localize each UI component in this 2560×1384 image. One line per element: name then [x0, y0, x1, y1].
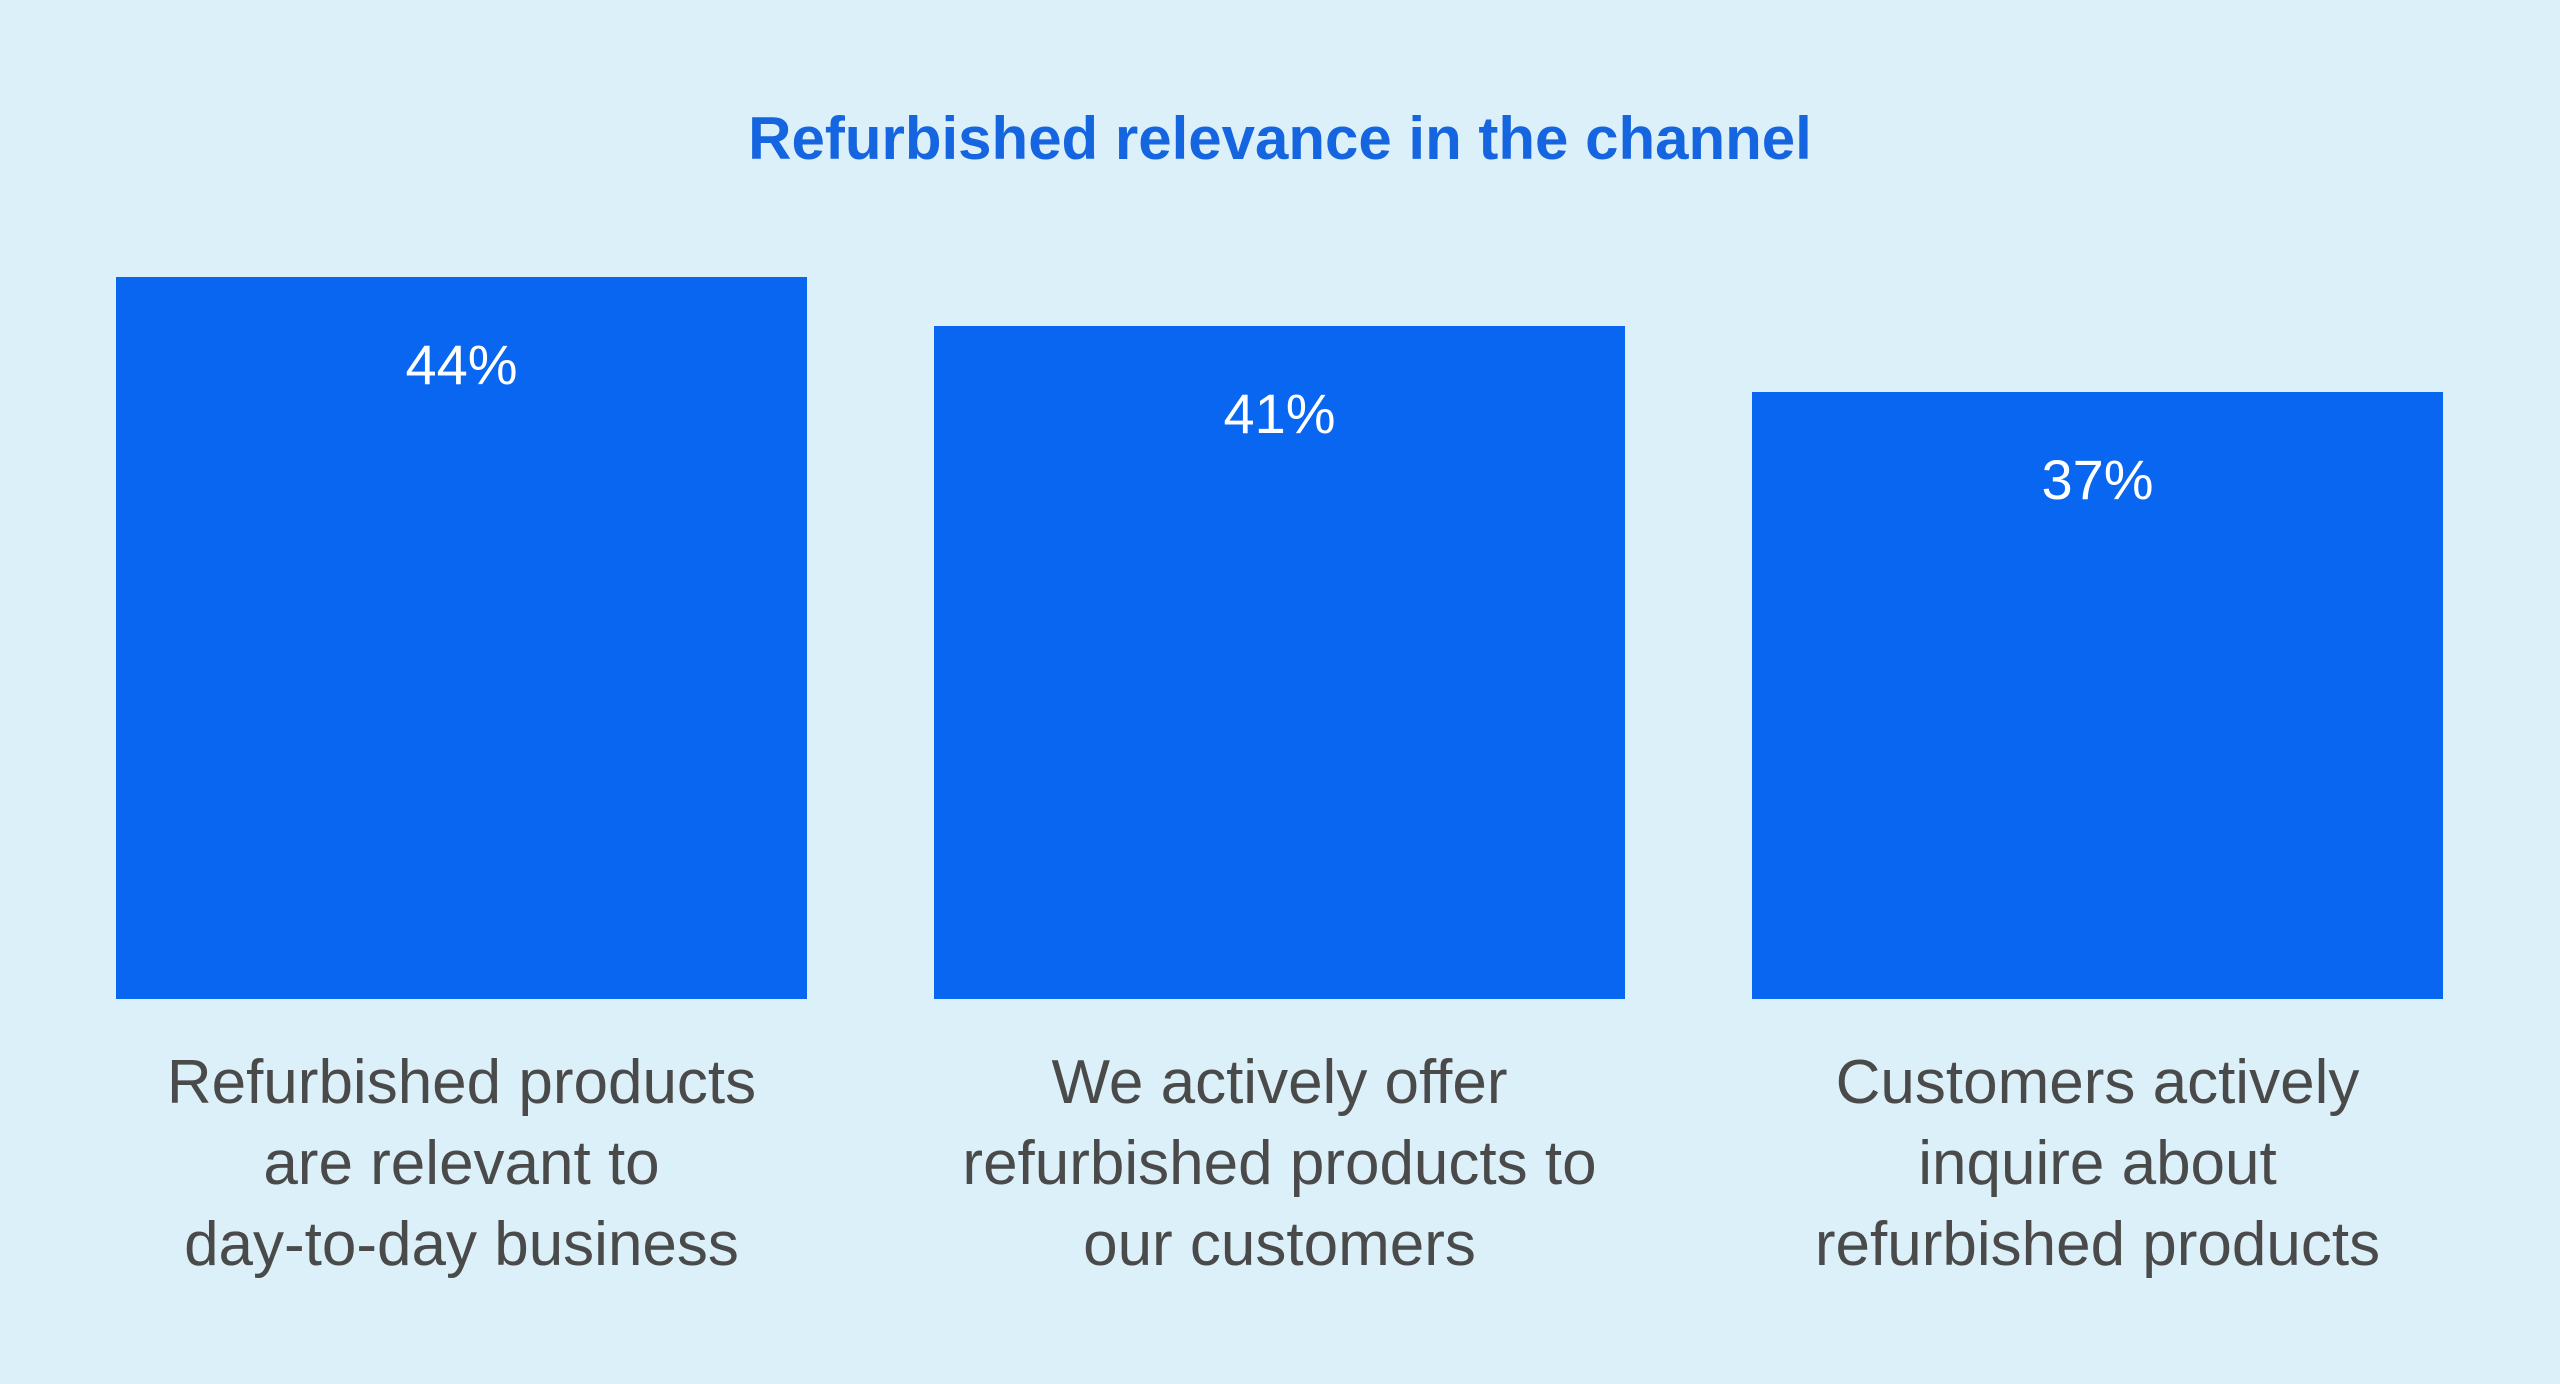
- chart-title: Refurbished relevance in the channel: [748, 105, 1812, 172]
- category-label: We actively offer refurbished products t…: [962, 1048, 1597, 1279]
- bar: [934, 326, 1625, 999]
- category-label: Refurbished products are relevant to day…: [166, 1048, 757, 1279]
- value-label: 37%: [2041, 447, 2154, 511]
- value-label: 44%: [405, 333, 518, 396]
- category-label: Customers actively inquire about refurbi…: [1814, 1048, 2381, 1279]
- bar: [1752, 391, 2443, 999]
- bar: [116, 277, 807, 999]
- value-label: 41%: [1223, 382, 1336, 446]
